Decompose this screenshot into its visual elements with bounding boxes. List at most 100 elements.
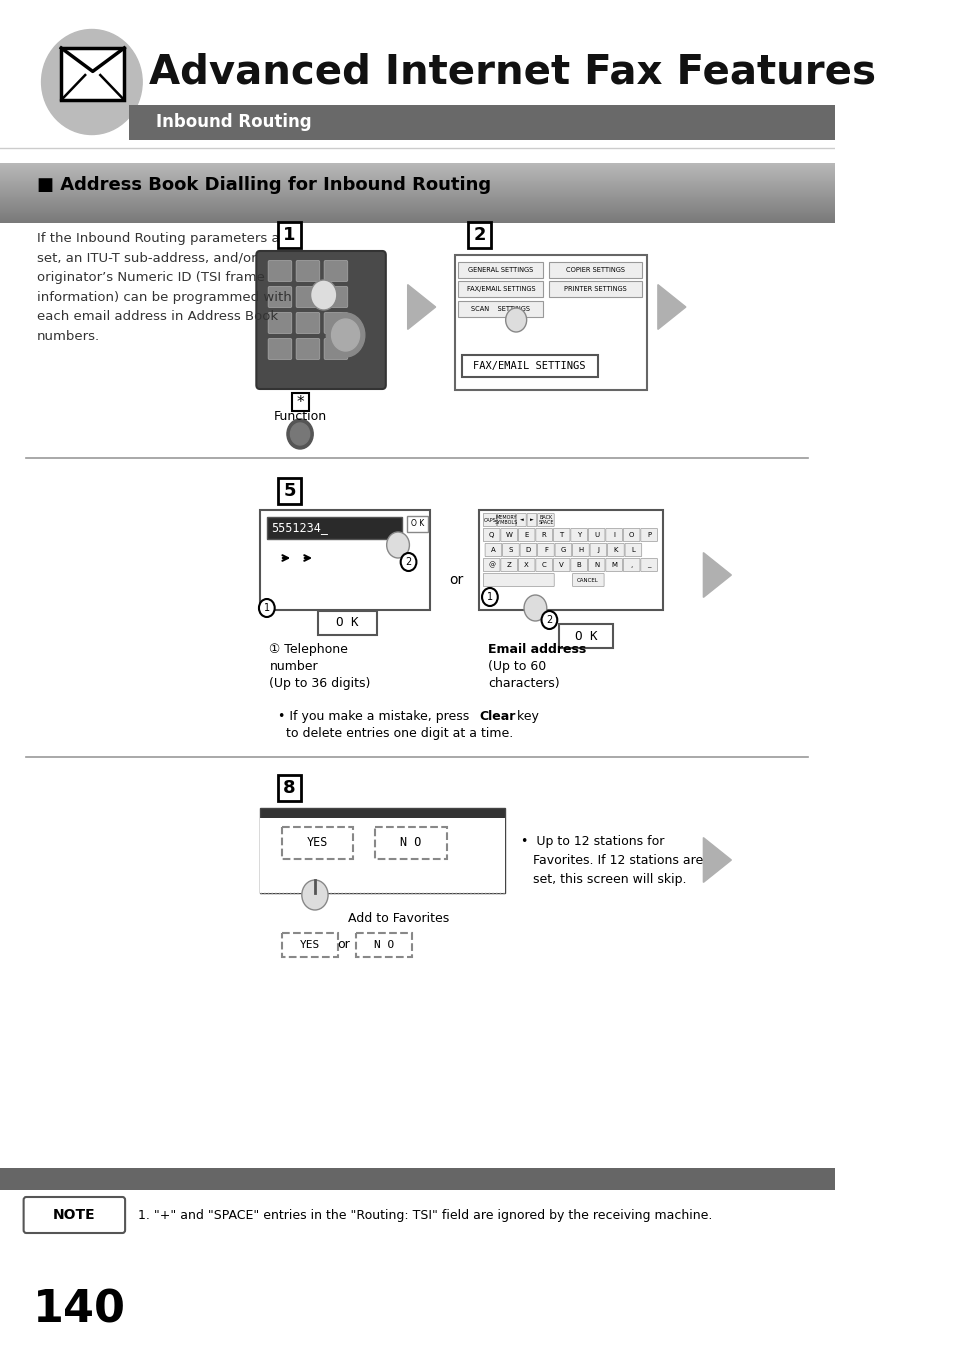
- Text: 1: 1: [283, 226, 295, 245]
- Text: ◄: ◄: [519, 517, 523, 523]
- FancyBboxPatch shape: [555, 543, 571, 557]
- Text: S: S: [508, 547, 513, 553]
- FancyBboxPatch shape: [570, 558, 587, 571]
- FancyBboxPatch shape: [278, 478, 300, 504]
- Text: J: J: [597, 547, 598, 553]
- FancyBboxPatch shape: [519, 543, 537, 557]
- FancyBboxPatch shape: [558, 624, 613, 648]
- Text: NOTE: NOTE: [53, 1208, 95, 1223]
- FancyBboxPatch shape: [537, 543, 554, 557]
- Text: H: H: [578, 547, 583, 553]
- Text: U: U: [594, 532, 598, 538]
- FancyBboxPatch shape: [259, 817, 504, 893]
- Text: YES: YES: [299, 940, 319, 950]
- Text: ① Telephone: ① Telephone: [269, 643, 348, 657]
- Text: 5: 5: [283, 482, 295, 500]
- Text: or: or: [449, 573, 463, 586]
- FancyBboxPatch shape: [458, 301, 542, 317]
- Polygon shape: [702, 838, 731, 882]
- FancyBboxPatch shape: [455, 255, 647, 390]
- Text: Advanced Internet Fax Features: Advanced Internet Fax Features: [149, 51, 875, 92]
- Text: Z: Z: [506, 562, 511, 567]
- Circle shape: [481, 588, 497, 607]
- FancyBboxPatch shape: [536, 528, 552, 542]
- FancyBboxPatch shape: [278, 222, 300, 249]
- Text: L: L: [631, 547, 635, 553]
- Text: GENERAL SETTINGS: GENERAL SETTINGS: [468, 267, 533, 273]
- FancyBboxPatch shape: [0, 1169, 834, 1190]
- FancyBboxPatch shape: [268, 286, 292, 308]
- Text: M: M: [611, 562, 617, 567]
- Text: G: G: [560, 547, 565, 553]
- Text: 5551234_: 5551234_: [271, 521, 328, 535]
- Text: Q: Q: [489, 532, 494, 538]
- Circle shape: [505, 308, 526, 332]
- Text: CANCEL: CANCEL: [577, 577, 598, 582]
- FancyBboxPatch shape: [500, 558, 517, 571]
- Polygon shape: [702, 553, 731, 597]
- FancyBboxPatch shape: [295, 312, 319, 334]
- Text: Inbound Routing: Inbound Routing: [155, 113, 311, 131]
- FancyBboxPatch shape: [517, 558, 535, 571]
- FancyBboxPatch shape: [479, 509, 662, 611]
- Text: key: key: [512, 711, 537, 723]
- FancyBboxPatch shape: [268, 339, 292, 359]
- Text: P: P: [646, 532, 651, 538]
- Text: _: _: [647, 562, 650, 567]
- Text: or: or: [337, 939, 350, 951]
- Text: COPIER SETTINGS: COPIER SETTINGS: [565, 267, 624, 273]
- FancyBboxPatch shape: [622, 528, 639, 542]
- Text: (Up to 60: (Up to 60: [488, 661, 546, 673]
- Text: 2: 2: [546, 615, 552, 626]
- Circle shape: [301, 880, 328, 911]
- Text: FAX/EMAIL SETTINGS: FAX/EMAIL SETTINGS: [466, 286, 535, 292]
- Text: ►: ►: [530, 517, 534, 523]
- Text: Function: Function: [274, 411, 326, 423]
- Ellipse shape: [42, 30, 142, 135]
- FancyBboxPatch shape: [375, 827, 447, 859]
- FancyBboxPatch shape: [572, 574, 603, 586]
- Circle shape: [400, 553, 416, 571]
- Text: N: N: [594, 562, 598, 567]
- FancyBboxPatch shape: [605, 558, 621, 571]
- Text: • If you make a mistake, press: • If you make a mistake, press: [278, 711, 473, 723]
- Text: CAPS: CAPS: [483, 517, 496, 523]
- Text: @: @: [488, 562, 495, 569]
- Text: O: O: [628, 532, 634, 538]
- FancyBboxPatch shape: [61, 49, 124, 100]
- Text: N O: N O: [374, 940, 394, 950]
- FancyBboxPatch shape: [295, 261, 319, 281]
- Text: 1: 1: [486, 592, 493, 603]
- Text: *: *: [296, 394, 304, 409]
- FancyBboxPatch shape: [130, 105, 834, 141]
- FancyBboxPatch shape: [553, 558, 569, 571]
- FancyBboxPatch shape: [624, 543, 641, 557]
- FancyBboxPatch shape: [24, 1197, 125, 1233]
- Text: T: T: [559, 532, 563, 538]
- Text: FAX/EMAIL SETTINGS: FAX/EMAIL SETTINGS: [473, 361, 585, 372]
- FancyBboxPatch shape: [268, 312, 292, 334]
- Text: N O: N O: [400, 836, 421, 850]
- Text: V: V: [558, 562, 563, 567]
- FancyBboxPatch shape: [461, 355, 597, 377]
- Text: 2: 2: [405, 557, 412, 567]
- FancyBboxPatch shape: [572, 543, 589, 557]
- Text: PRINTER SETTINGS: PRINTER SETTINGS: [563, 286, 626, 292]
- FancyBboxPatch shape: [484, 543, 501, 557]
- Text: W: W: [505, 532, 512, 538]
- FancyBboxPatch shape: [281, 934, 337, 957]
- FancyBboxPatch shape: [548, 281, 641, 297]
- Circle shape: [287, 419, 313, 449]
- FancyBboxPatch shape: [640, 528, 657, 542]
- FancyBboxPatch shape: [497, 513, 516, 527]
- FancyBboxPatch shape: [605, 528, 621, 542]
- FancyBboxPatch shape: [537, 513, 554, 527]
- Text: C: C: [541, 562, 546, 567]
- FancyBboxPatch shape: [267, 517, 402, 539]
- Text: ,: ,: [630, 562, 632, 567]
- Text: characters): characters): [488, 677, 559, 690]
- Text: MEMORY
SYMBOLS: MEMORY SYMBOLS: [495, 515, 517, 526]
- Text: D: D: [525, 547, 531, 553]
- Text: YES: YES: [307, 836, 328, 850]
- Text: Y: Y: [577, 532, 580, 538]
